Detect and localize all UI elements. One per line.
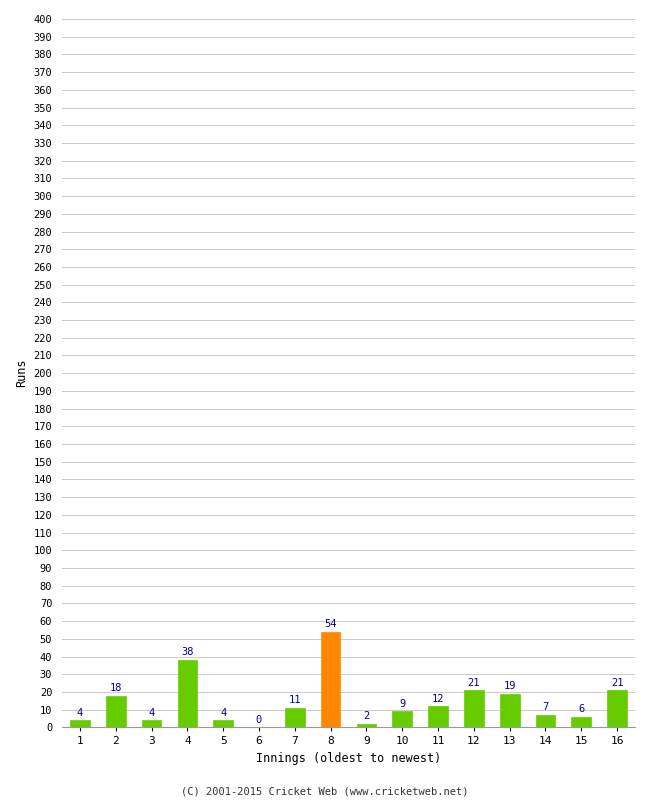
Bar [464,690,484,727]
Text: 4: 4 [77,708,83,718]
Bar [536,715,555,727]
Bar [213,720,233,727]
Bar [142,720,161,727]
Y-axis label: Runs: Runs [15,359,28,387]
Bar [285,708,305,727]
Text: 21: 21 [467,678,480,687]
Text: 21: 21 [611,678,623,687]
Bar [357,724,376,727]
Bar [70,720,90,727]
Text: 38: 38 [181,647,194,658]
Bar [571,717,591,727]
Text: 2: 2 [363,711,370,722]
Text: 19: 19 [503,681,516,691]
Text: 18: 18 [109,683,122,693]
X-axis label: Innings (oldest to newest): Innings (oldest to newest) [256,752,441,765]
Text: 6: 6 [578,704,584,714]
Text: 4: 4 [148,708,155,718]
Text: 54: 54 [324,619,337,629]
Bar [428,706,448,727]
Bar [320,632,341,727]
Bar [393,711,412,727]
Text: 7: 7 [542,702,549,712]
Text: 12: 12 [432,694,445,703]
Bar [607,690,627,727]
Bar [106,695,125,727]
Bar [177,660,197,727]
Bar [500,694,519,727]
Text: 11: 11 [289,695,301,706]
Text: 4: 4 [220,708,226,718]
Text: 0: 0 [256,714,262,725]
Text: (C) 2001-2015 Cricket Web (www.cricketweb.net): (C) 2001-2015 Cricket Web (www.cricketwe… [181,786,469,796]
Text: 9: 9 [399,699,406,709]
